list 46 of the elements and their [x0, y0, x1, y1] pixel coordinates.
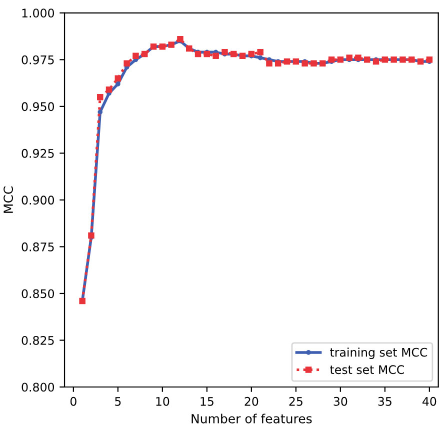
point — [302, 60, 308, 67]
point — [124, 60, 130, 67]
point — [204, 50, 210, 58]
y-tick-label: 0.975 — [22, 55, 54, 64]
point — [355, 54, 362, 61]
point — [258, 55, 263, 60]
point — [248, 50, 255, 58]
y-tick-label: 0.950 — [22, 102, 54, 112]
x-tick-label: 40 — [422, 396, 436, 406]
point — [177, 36, 184, 42]
x-tick-label: 25 — [289, 396, 302, 406]
x-tick-label: 0 — [70, 396, 76, 406]
point — [257, 49, 264, 56]
y-tick-label: 0.925 — [22, 148, 54, 158]
y-tick-label: 0.900 — [22, 196, 54, 205]
point — [222, 49, 228, 56]
point — [346, 54, 352, 61]
y-tick-label: 0.825 — [22, 336, 54, 345]
point — [266, 60, 272, 67]
x-tick-label: 30 — [334, 396, 348, 406]
point — [88, 232, 94, 239]
point — [275, 60, 282, 67]
point — [132, 52, 139, 60]
point — [212, 52, 219, 60]
point — [98, 110, 103, 114]
x-tick-label: 15 — [200, 397, 214, 406]
x-tick-label: 20 — [244, 396, 258, 406]
point — [97, 94, 104, 100]
x-axis-title: Number of features — [192, 414, 312, 424]
x-tick-label: 35 — [378, 396, 392, 406]
point — [426, 56, 433, 63]
legend-label: training set MCC — [330, 348, 428, 360]
y-axis-title: MCC — [4, 186, 14, 213]
point — [114, 75, 122, 82]
y-tick-label: 1.000 — [22, 8, 54, 18]
y-tick-label: 0.850 — [22, 289, 54, 298]
y-tick-label: 0.875 — [22, 242, 54, 252]
point — [328, 56, 335, 63]
point — [106, 86, 112, 93]
point — [194, 50, 202, 58]
x-tick-label: 5 — [115, 397, 121, 406]
legend-label: test set MCC — [330, 365, 404, 374]
y-tick-label: 0.800 — [22, 382, 54, 392]
point — [372, 58, 380, 65]
point — [115, 82, 120, 86]
x-tick-label: 10 — [156, 396, 170, 406]
